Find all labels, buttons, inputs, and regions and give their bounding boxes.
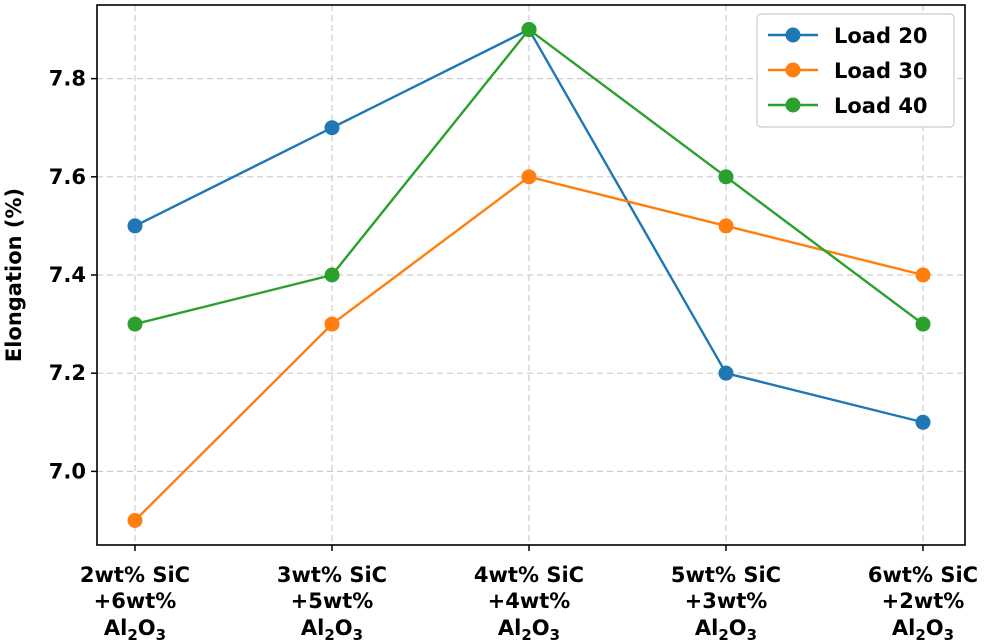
legend-label: Load 40 [834, 94, 928, 118]
svg-text:+5wt%: +5wt% [291, 589, 374, 613]
x-tick-label: 5wt% SiC+3wt% Al2O3 [671, 563, 781, 643]
x-tick-label: 6wt% SiC+2wt% Al2O3 [868, 563, 978, 643]
legend-marker [785, 62, 801, 78]
svg-text:4wt% SiC: 4wt% SiC [474, 563, 584, 587]
legend-marker [785, 27, 801, 43]
y-axis-label: Elongation (%) [2, 188, 26, 362]
legend-item: Load 40 [768, 94, 928, 118]
data-point [915, 316, 931, 332]
svg-text:5wt% SiC: 5wt% SiC [671, 563, 781, 587]
data-point [718, 365, 734, 381]
svg-text:Al2O3: Al2O3 [301, 616, 363, 643]
legend-label: Load 30 [834, 59, 928, 83]
data-point [521, 22, 537, 38]
series-load-40 [127, 22, 931, 332]
y-tick-label: 7.0 [49, 459, 86, 483]
plot-frame [96, 4, 966, 546]
svg-text:Al2O3: Al2O3 [892, 616, 954, 643]
x-tick-label: 4wt% SiC+4wt% Al2O3 [474, 563, 584, 643]
svg-text:6wt% SiC: 6wt% SiC [868, 563, 978, 587]
data-point [127, 512, 143, 528]
svg-text:Al2O3: Al2O3 [498, 616, 560, 643]
y-tick-label: 7.6 [49, 165, 86, 189]
svg-text:+4wt%: +4wt% [488, 589, 571, 613]
x-tick-label: 2wt% SiC+6wt% Al2O3 [80, 563, 190, 643]
x-tick-label: 3wt% SiC+5wt% Al2O3 [277, 563, 387, 643]
legend-marker [785, 97, 801, 113]
legend-box [756, 13, 955, 128]
data-point [324, 267, 340, 283]
data-point [915, 267, 931, 283]
data-point [521, 169, 537, 185]
svg-text:+2wt%: +2wt% [882, 589, 965, 613]
legend-item: Load 30 [768, 59, 928, 83]
svg-text:Al2O3: Al2O3 [695, 616, 757, 643]
data-point [127, 316, 143, 332]
legend-label: Load 20 [834, 24, 928, 48]
data-point [915, 414, 931, 430]
data-point [324, 120, 340, 136]
series-load-30 [127, 169, 931, 528]
data-point [718, 169, 734, 185]
y-tick-label: 7.2 [49, 361, 86, 385]
data-point [127, 218, 143, 234]
svg-text:3wt% SiC: 3wt% SiC [277, 563, 387, 587]
legend: Load 20 Load 30 Load 40 [756, 13, 955, 128]
y-tick-label: 7.8 [49, 67, 86, 91]
data-point [718, 218, 734, 234]
data-point [324, 316, 340, 332]
svg-text:+3wt%: +3wt% [685, 589, 768, 613]
legend-item: Load 20 [768, 24, 928, 48]
svg-text:2wt% SiC: 2wt% SiC [80, 563, 190, 587]
y-tick-label: 7.4 [49, 263, 86, 287]
svg-text:Al2O3: Al2O3 [104, 616, 166, 643]
svg-text:+6wt%: +6wt% [94, 589, 177, 613]
